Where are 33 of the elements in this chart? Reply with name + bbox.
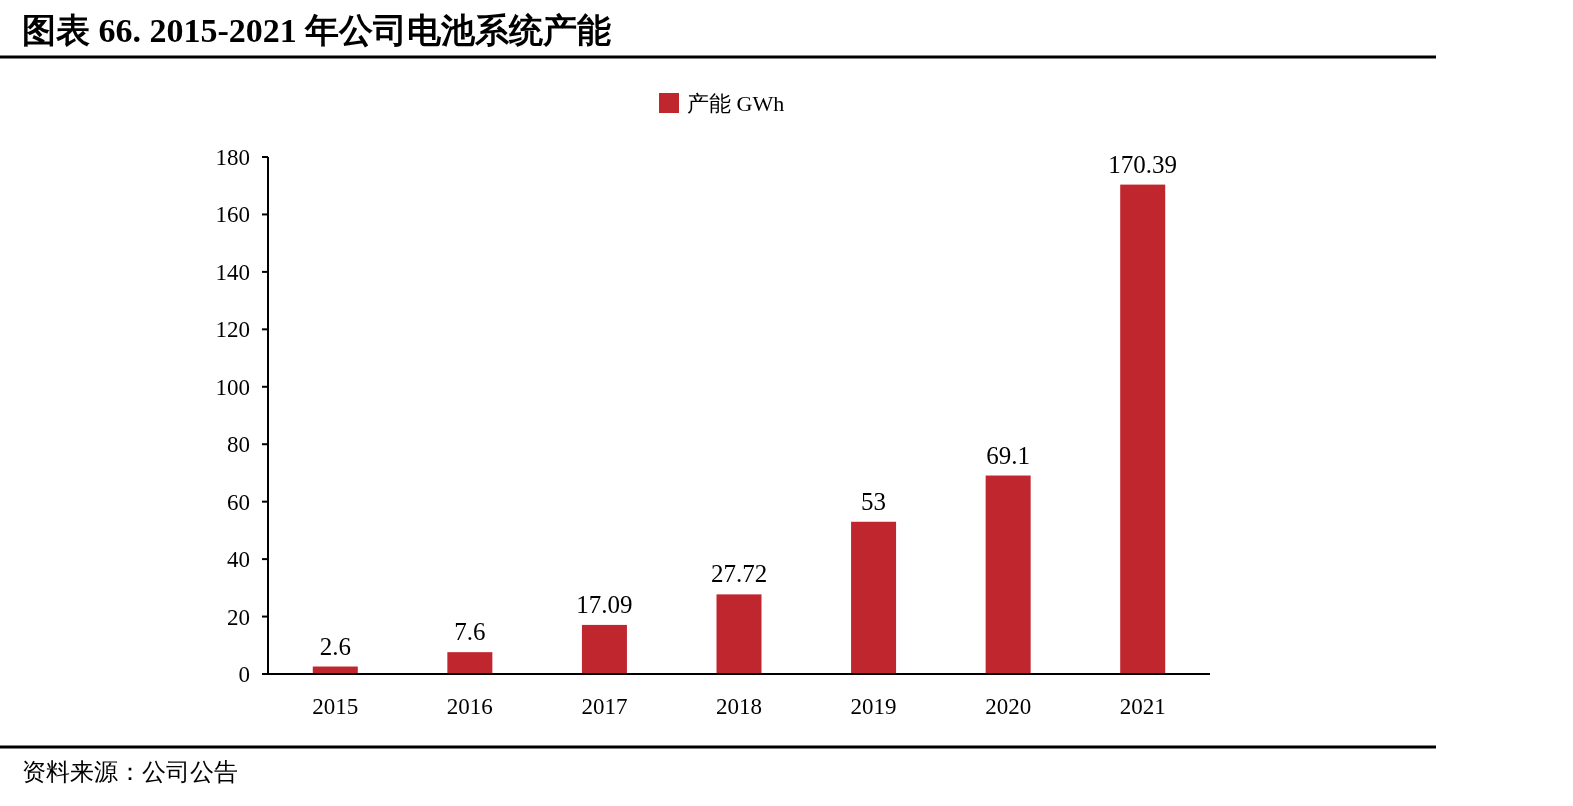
x-tick-label: 2020 [985, 694, 1032, 719]
x-tick-label: 2018 [716, 694, 762, 719]
text: 资料来源：公司公告 [22, 759, 238, 785]
y-tick-label: 100 [215, 374, 250, 400]
bar [1120, 184, 1166, 674]
data-label: 170.39 [1108, 150, 1178, 178]
data-label: 53 [861, 487, 887, 515]
y-tick-label: 80 [227, 432, 250, 458]
y-tick-label: 180 [215, 145, 250, 170]
bar [985, 475, 1031, 674]
y-tick-label: 20 [227, 604, 250, 630]
x-tick-label: 2019 [850, 694, 897, 719]
data-label: 7.6 [454, 618, 486, 646]
data-label: 27.72 [710, 560, 768, 588]
x-tick-label: 2015 [312, 694, 359, 719]
bar [581, 624, 627, 674]
y-tick-label: 40 [227, 547, 250, 573]
y-tick-label: 60 [227, 489, 250, 515]
chart-title: 图表 66. 2015-2021 年公司电池系统产能 [22, 12, 612, 49]
data-label: 17.09 [576, 590, 633, 618]
data-label: 2.6 [319, 632, 351, 660]
y-tick-label: 140 [215, 259, 250, 285]
x-tick-label: 2016 [446, 694, 493, 719]
bar [447, 652, 493, 674]
bar [851, 521, 897, 674]
y-tick-label: 120 [215, 317, 250, 343]
x-tick-label: 2021 [1119, 694, 1166, 719]
legend-label: 产能 GWh [687, 91, 785, 116]
x-tick-label: 2017 [581, 694, 628, 719]
bar [716, 594, 762, 674]
y-tick-label: 0 [238, 662, 250, 687]
y-tick-label: 160 [215, 202, 250, 228]
data-label: 69.1 [986, 441, 1031, 469]
